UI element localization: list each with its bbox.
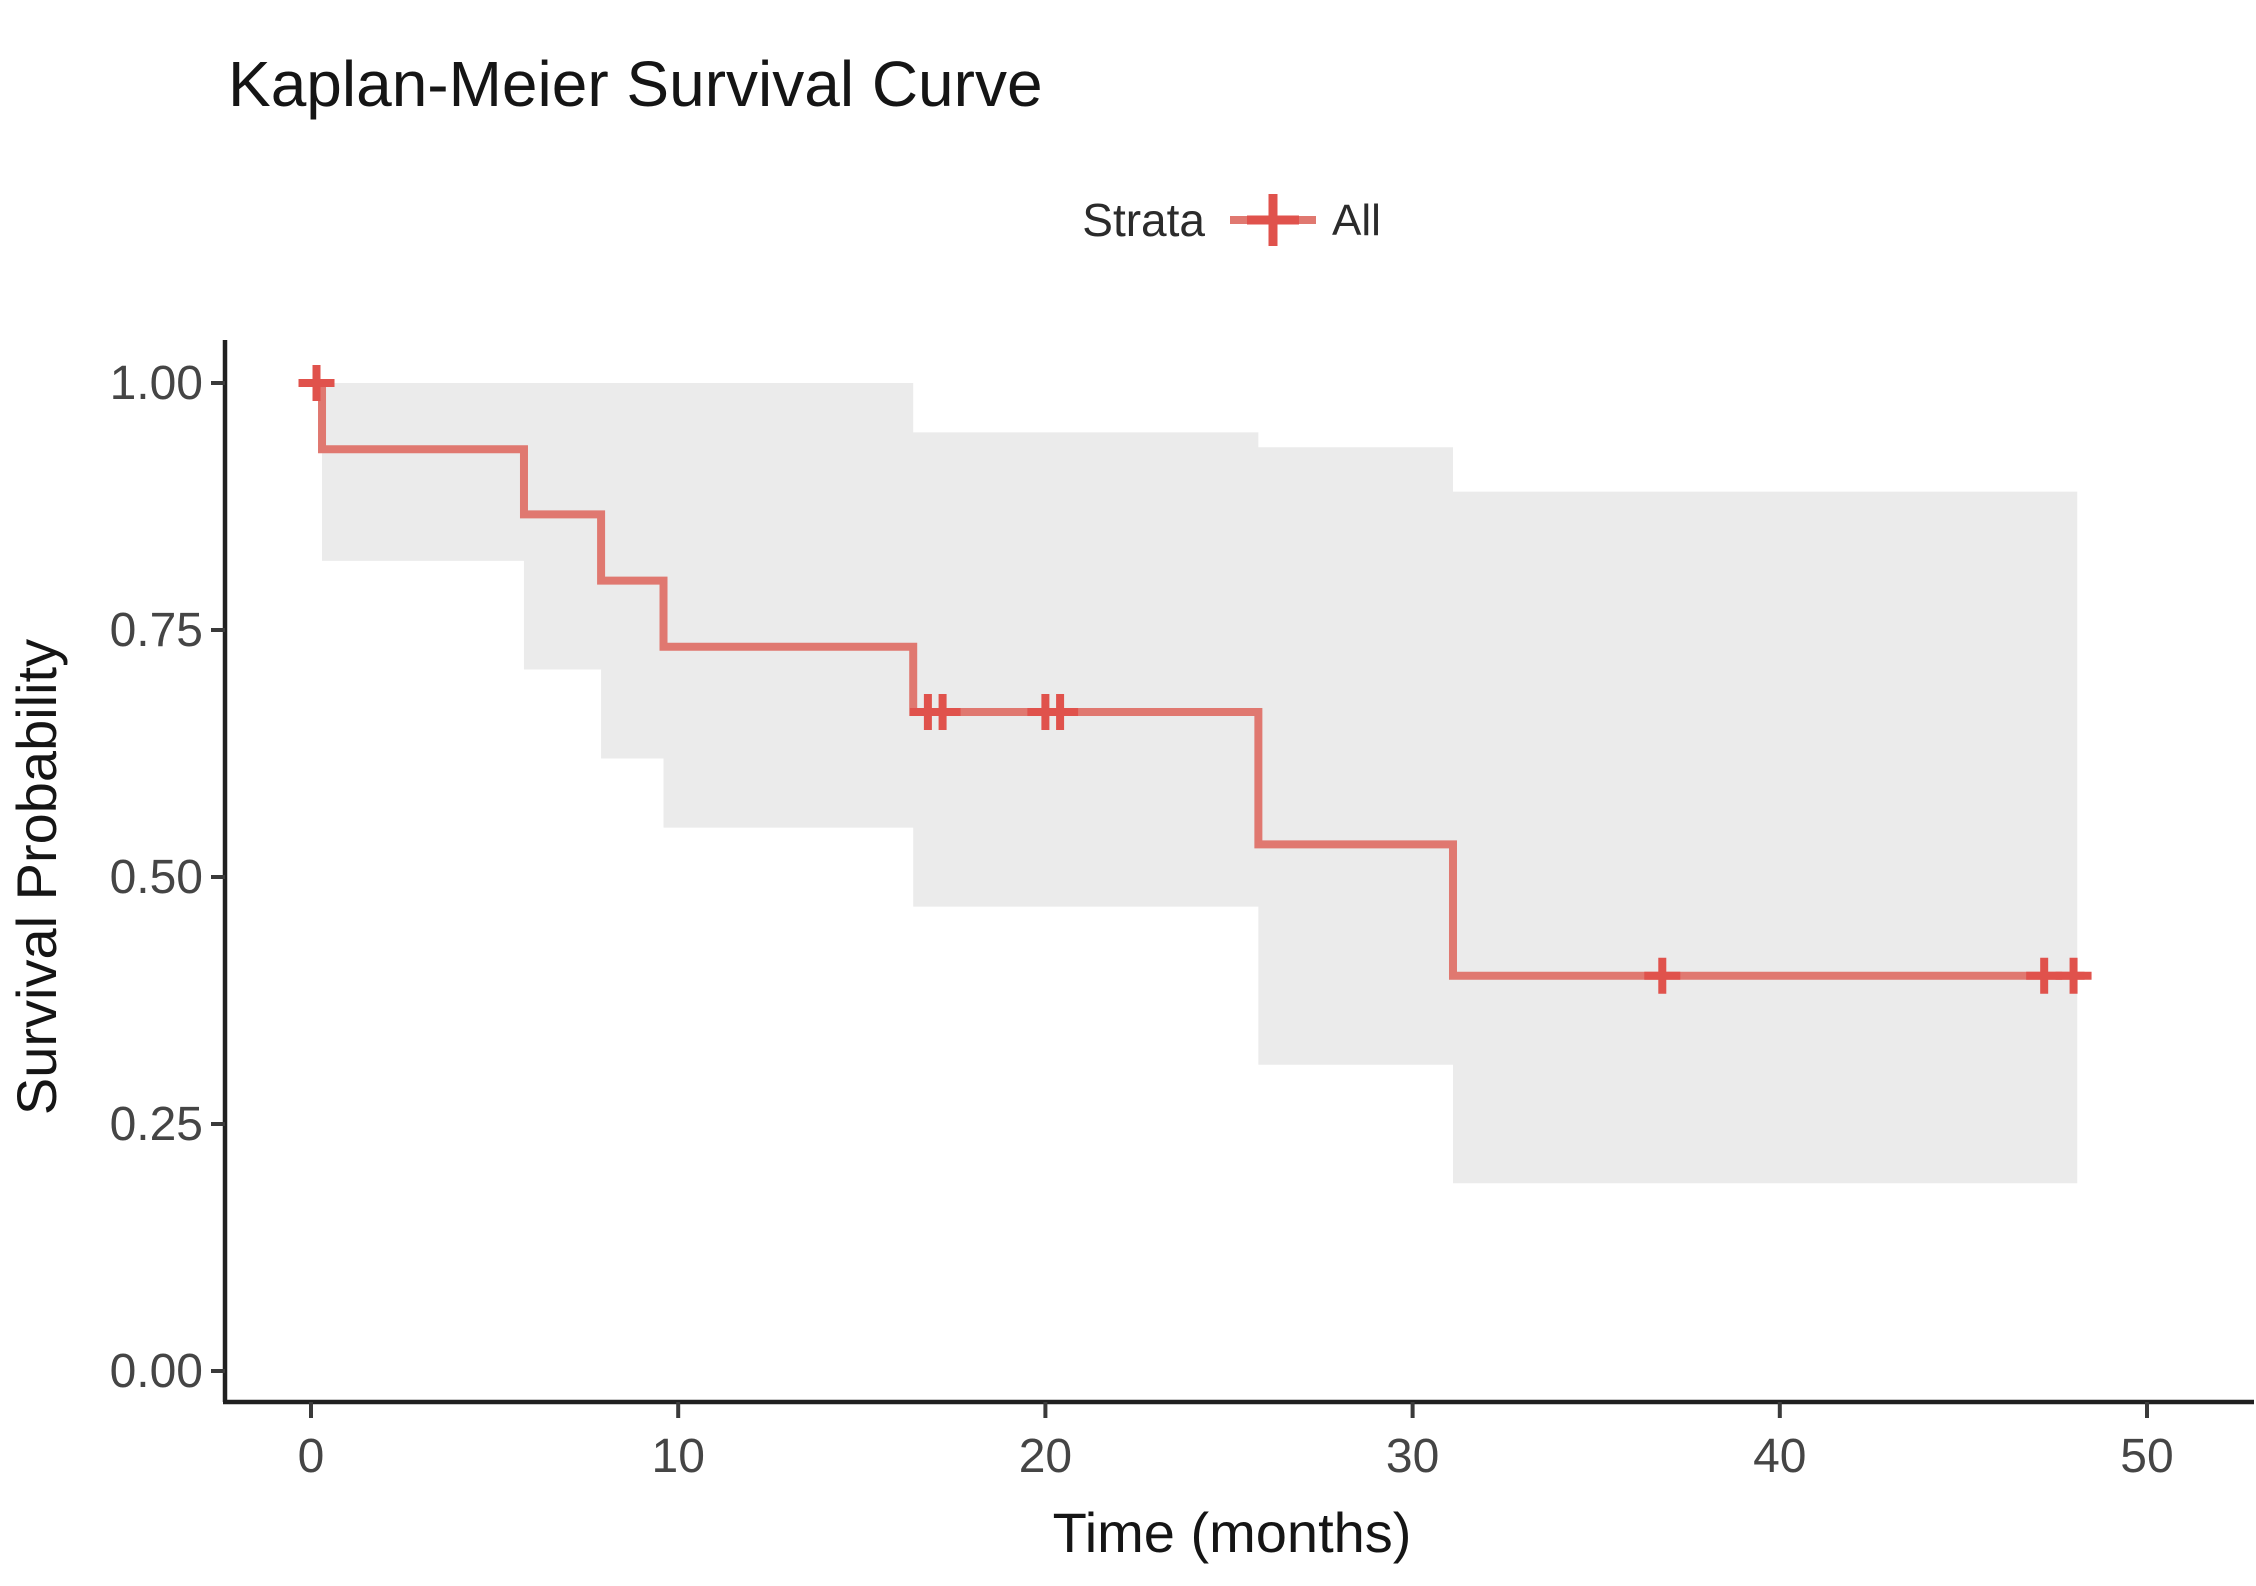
y-tick-label: 1.00: [110, 357, 203, 410]
y-axis-title: Survival Probability: [5, 639, 68, 1115]
y-tick-label: 0.75: [110, 604, 203, 657]
legend-key-censor-icon: [1230, 194, 1316, 246]
censor-mark: [1644, 957, 1681, 994]
censor-mark: [924, 694, 961, 731]
x-tick-label: 50: [2120, 1430, 2173, 1483]
survival-curve: [311, 379, 2085, 980]
legend-series-all: All: [1332, 196, 1381, 245]
confidence-band: [322, 383, 2078, 1184]
x-tick-label: 30: [1386, 1430, 1439, 1483]
y-tick-label: 0.50: [110, 851, 203, 904]
chart-title: Kaplan-Meier Survival Curve: [228, 48, 1043, 120]
legend-title: Strata: [1082, 194, 1205, 246]
legend: Strata All: [1082, 194, 1381, 246]
censor-mark: [298, 365, 335, 401]
x-tick-label: 10: [652, 1430, 705, 1483]
y-tick-label: 0.00: [110, 1345, 203, 1398]
x-tick-label: 40: [1753, 1430, 1806, 1483]
plot-area: 1.00 0.75 0.50 0.25 0.00 0 10 20 30 40 50: [110, 340, 2254, 1483]
x-tick-label: 0: [298, 1430, 325, 1483]
y-tick-label: 0.25: [110, 1098, 203, 1151]
censor-mark: [2055, 957, 2092, 994]
censor-mark: [1042, 694, 1079, 731]
x-tick-label: 20: [1019, 1430, 1072, 1483]
x-axis-title: Time (months): [1053, 1501, 1412, 1564]
